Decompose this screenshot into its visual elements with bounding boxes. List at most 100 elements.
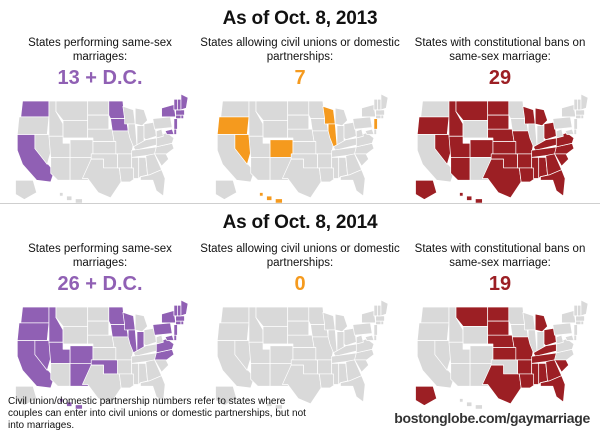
state-mn [108,100,125,119]
state-tx [282,364,322,405]
us-map-svg [215,300,388,410]
state-mt [455,100,489,121]
state-ks [292,347,317,361]
state-mi [534,107,548,127]
state-tx [482,364,522,405]
state-ar [117,359,133,375]
state-wy [62,120,89,139]
state-sd [87,114,110,130]
state-nj [573,118,578,130]
state-pa [552,322,573,336]
state-nv [34,134,52,165]
state-nh [577,304,582,317]
state-az [450,363,471,387]
state-nv [434,340,452,371]
state-mt [55,306,89,327]
state-la [519,373,536,389]
state-pa [152,116,173,130]
state-pa [552,116,573,130]
panel-count: 26 + D.C. [57,273,143,295]
us-map [12,94,188,204]
state-me [380,300,388,317]
state-ct [375,114,382,119]
state-vt [173,98,178,111]
state-nd [287,306,310,322]
state-ut [448,341,471,364]
state-nd [87,306,110,322]
state-ut [248,135,271,158]
state-ma [175,109,185,116]
state-nj [173,118,178,130]
state-pa [352,116,373,130]
state-sd [487,320,510,336]
state-md [564,334,575,341]
state-nj [173,324,178,336]
state-hi [459,192,483,204]
state-sd [487,114,510,130]
state-ak [215,385,237,406]
state-de [373,334,377,341]
state-or [216,116,250,135]
state-or [416,116,450,135]
state-nd [487,100,510,116]
us-map [412,94,588,204]
state-wi [322,105,336,125]
us-map [212,300,388,410]
state-oh [343,121,357,141]
state-tx [82,364,122,405]
state-ma [375,315,385,322]
state-fl [540,375,566,403]
state-me [580,300,588,317]
state-ny [361,310,377,324]
panel-count: 19 [488,273,512,295]
state-ny [161,310,177,324]
state-oh [143,327,157,347]
state-hi [59,398,83,410]
panel-2013-marriage: States performing same-sex marriages: 13… [0,36,200,204]
state-wa [20,100,50,118]
state-ny [361,104,377,118]
state-nd [87,100,110,116]
state-mt [255,100,289,121]
state-mn [508,100,525,119]
state-ks [92,347,117,361]
state-nd [287,100,310,116]
state-ut [48,135,71,158]
state-me [380,94,388,111]
state-oh [343,327,357,347]
state-or [416,322,450,341]
state-wy [462,326,489,345]
state-vt [173,304,178,317]
state-sd [87,320,110,336]
state-mn [108,306,125,325]
state-fl [540,169,566,197]
state-ak [15,179,37,200]
state-nj [373,118,378,130]
state-hi [259,192,283,204]
state-fl [140,375,166,403]
state-la [519,167,536,183]
state-oh [543,121,557,141]
state-ks [292,141,317,155]
state-wi [122,311,136,331]
state-ny [161,104,177,118]
state-ri [180,320,184,325]
state-ct [175,114,182,119]
state-nv [34,340,52,371]
us-map [12,300,188,410]
state-ct [575,320,582,325]
panel-label: States allowing civil unions or domestic… [200,37,400,63]
state-pa [152,322,173,336]
state-ak [15,385,37,406]
state-vt [373,98,378,111]
panel-count: 29 [488,67,512,89]
state-mt [255,306,289,327]
state-la [119,373,136,389]
state-hi [259,398,283,410]
state-wv [355,128,364,139]
state-mn [308,100,325,119]
us-map [212,94,388,204]
state-co [69,345,94,364]
state-oh [143,121,157,141]
state-wv [155,334,164,345]
